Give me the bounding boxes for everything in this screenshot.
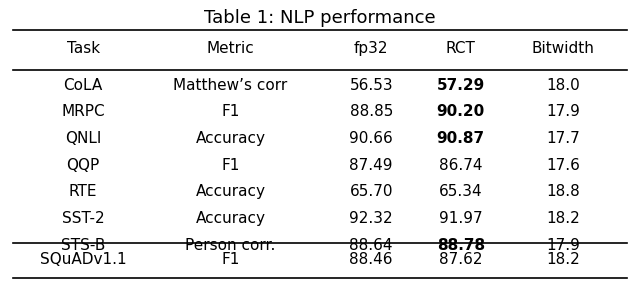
Text: STS-B: STS-B	[61, 238, 106, 253]
Text: 88.78: 88.78	[436, 238, 485, 253]
Text: 17.9: 17.9	[547, 238, 580, 253]
Text: 18.0: 18.0	[547, 78, 580, 93]
Text: 90.87: 90.87	[436, 131, 485, 146]
Text: fp32: fp32	[354, 41, 388, 56]
Text: 92.32: 92.32	[349, 211, 393, 226]
Text: 18.2: 18.2	[547, 211, 580, 226]
Text: Accuracy: Accuracy	[195, 131, 266, 146]
Text: Accuracy: Accuracy	[195, 211, 266, 226]
Text: F1: F1	[221, 252, 239, 267]
Text: RTE: RTE	[69, 185, 97, 199]
Text: F1: F1	[221, 105, 239, 119]
Text: Matthew’s corr: Matthew’s corr	[173, 78, 287, 93]
Text: QQP: QQP	[67, 158, 100, 173]
Text: 18.2: 18.2	[547, 252, 580, 267]
Text: Bitwidth: Bitwidth	[532, 41, 595, 56]
Text: Accuracy: Accuracy	[195, 185, 266, 199]
Text: F1: F1	[221, 158, 239, 173]
Text: SQuADv1.1: SQuADv1.1	[40, 252, 127, 267]
Text: 17.9: 17.9	[547, 105, 580, 119]
Text: CoLA: CoLA	[63, 78, 103, 93]
Text: 88.85: 88.85	[349, 105, 393, 119]
Text: 91.97: 91.97	[439, 211, 483, 226]
Text: QNLI: QNLI	[65, 131, 101, 146]
Text: 88.64: 88.64	[349, 238, 393, 253]
Text: 56.53: 56.53	[349, 78, 393, 93]
Text: Task: Task	[67, 41, 100, 56]
Text: 17.6: 17.6	[547, 158, 580, 173]
Text: MRPC: MRPC	[61, 105, 105, 119]
Text: 17.7: 17.7	[547, 131, 580, 146]
Text: SST-2: SST-2	[62, 211, 104, 226]
Text: 57.29: 57.29	[436, 78, 485, 93]
Text: Person corr.: Person corr.	[185, 238, 276, 253]
Text: 65.70: 65.70	[349, 185, 393, 199]
Text: RCT: RCT	[446, 41, 476, 56]
Text: Table 1: NLP performance: Table 1: NLP performance	[204, 9, 436, 26]
Text: 87.62: 87.62	[439, 252, 483, 267]
Text: 86.74: 86.74	[439, 158, 483, 173]
Text: 65.34: 65.34	[439, 185, 483, 199]
Text: Metric: Metric	[207, 41, 254, 56]
Text: 87.49: 87.49	[349, 158, 393, 173]
Text: 88.46: 88.46	[349, 252, 393, 267]
Text: 90.20: 90.20	[436, 105, 485, 119]
Text: 90.66: 90.66	[349, 131, 393, 146]
Text: 18.8: 18.8	[547, 185, 580, 199]
